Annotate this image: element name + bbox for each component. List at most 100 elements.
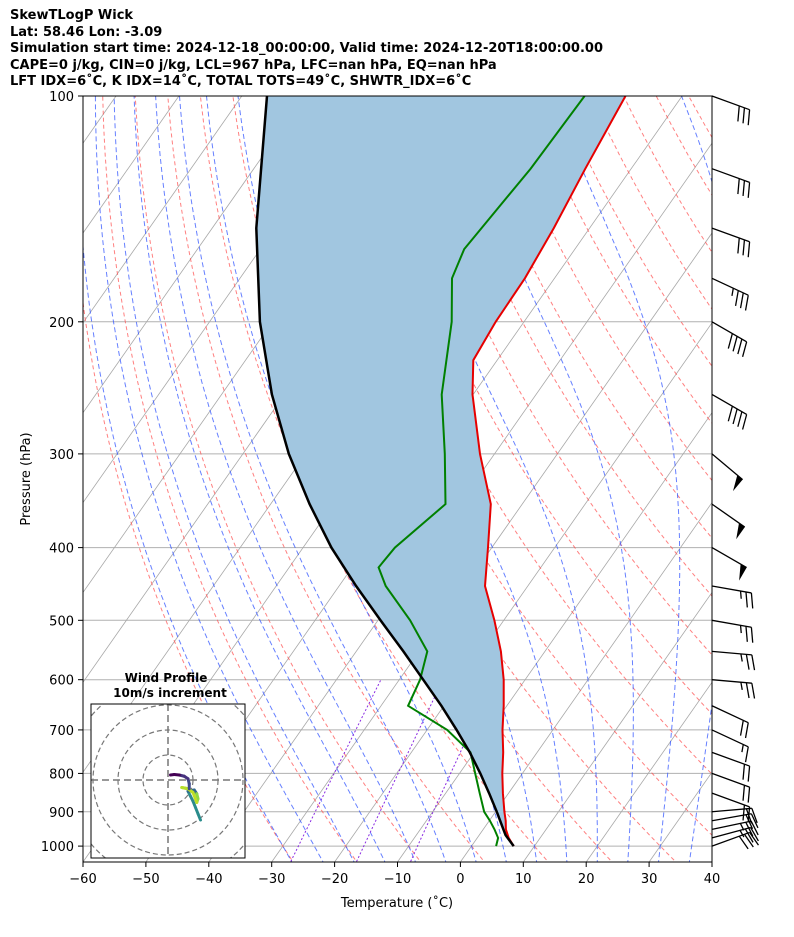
wind-barb: [711, 792, 751, 823]
mixing-ratio-line: [355, 679, 444, 862]
y-tick-label: 200: [49, 316, 74, 331]
barb-half-flag: [731, 288, 734, 296]
barb-staff: [711, 679, 752, 684]
hodograph-title: Wind Profile: [125, 671, 208, 685]
barb-flag: [750, 820, 759, 836]
barb-staff: [711, 619, 752, 628]
isotherm-line: [775, 96, 794, 862]
dry-adiabat-line: [492, 96, 712, 482]
wind-barb: [711, 831, 760, 850]
time-line: Simulation start time: 2024-12-18_00:00:…: [10, 41, 603, 56]
isotherm-line: [83, 96, 243, 324]
x-tick-label: 30: [641, 872, 658, 887]
barb-staff: [711, 826, 751, 839]
barb-staff: [711, 227, 750, 243]
y-tick-label: 100: [49, 90, 74, 105]
wind-barb: [711, 277, 749, 311]
barb-flag: [742, 107, 746, 124]
chart-header: SkewTLogP Wick Lat: 58.46 Lon: -3.09 Sim…: [10, 8, 603, 91]
y-tick-label: 600: [49, 674, 74, 689]
location-line: Lat: 58.46 Lon: -3.09: [10, 24, 163, 40]
barb-flag: [739, 292, 744, 309]
wind-barb: [711, 227, 751, 258]
moist-adiabat-line: [751, 96, 794, 865]
wind-barb: [711, 679, 756, 699]
barb-pennant: [736, 523, 745, 540]
moist-adiabat-line: [453, 96, 634, 862]
dry-adiabat-line: [754, 96, 794, 865]
moist-adiabat-line: [551, 96, 681, 862]
barb-flag: [742, 785, 746, 801]
parcel-line: [255, 96, 515, 847]
barb-flag: [750, 813, 759, 829]
wind-barb: [711, 168, 751, 198]
barb-staff: [711, 772, 750, 788]
x-tick-label: −50: [132, 872, 159, 887]
dry-adiabat-line: [786, 96, 794, 865]
barb-flag: [747, 241, 751, 258]
barb-half-flag: [739, 625, 742, 634]
wind-barb: [711, 503, 746, 540]
wind-barb: [711, 321, 748, 357]
barb-flag: [737, 178, 740, 195]
profiles: [255, 96, 627, 847]
barb-flag: [737, 411, 743, 427]
mixing-ratio-line: [290, 679, 382, 862]
barb-flag: [747, 109, 751, 126]
barb-flag: [742, 764, 746, 780]
cin-shade-area: [256, 96, 626, 847]
moist-adiabat-line: [94, 96, 324, 862]
barb-flag: [747, 182, 751, 198]
barb-flag: [742, 239, 746, 256]
barb-flag: [749, 832, 760, 846]
isotherm-line: [460, 501, 712, 862]
wind-barb: [711, 772, 751, 803]
barb-staff: [711, 729, 749, 748]
cape-area: [256, 96, 626, 847]
barb-half-flag: [739, 823, 745, 831]
wind-barb: [711, 547, 747, 581]
moist-adiabat-line: [155, 96, 417, 862]
y-tick-label: 300: [49, 448, 74, 463]
barb-flag: [734, 290, 739, 306]
barb-flag: [745, 821, 754, 837]
isotherm-line: [334, 322, 712, 862]
barb-staff: [711, 321, 747, 343]
dry-adiabat-line: [199, 96, 549, 862]
chart-title: SkewTLogP Wick: [10, 8, 134, 23]
barb-staff: [711, 751, 750, 767]
wind-barb: [711, 826, 759, 843]
moist-adiabat-line: [113, 96, 355, 862]
barb-flag: [745, 682, 750, 699]
barb-pennant: [739, 564, 747, 581]
barb-flag: [732, 336, 738, 352]
wind-barb: [711, 393, 748, 430]
wind-barb: [711, 650, 756, 671]
moist-adiabat-line: [83, 241, 293, 862]
barb-staff: [711, 393, 747, 416]
hodograph-subtitle: 10m/s increment: [113, 686, 227, 700]
dry-adiabat-line: [102, 96, 358, 862]
barb-staff: [711, 95, 750, 111]
barb-pennant: [733, 475, 743, 492]
hodograph-inset: Wind Profile 10m/s increment: [90, 671, 246, 859]
tick-labels: −60 −50 −40 −30 −20 −10 0 10 20 30 40 1000 900 800 700…: [41, 90, 720, 887]
wind-barb: [711, 95, 751, 126]
y-tick-label: 500: [49, 614, 74, 629]
barb-flag: [743, 833, 754, 848]
barb-half-flag: [739, 590, 742, 599]
barb-flag: [745, 814, 754, 830]
barb-flag: [737, 105, 740, 122]
barb-flag: [744, 746, 749, 763]
wind-barbs: [711, 95, 760, 850]
barb-flag: [745, 626, 748, 642]
barb-staff: [711, 705, 749, 724]
dry-adiabat-line: [362, 96, 712, 715]
isotherm-line: [271, 232, 712, 862]
x-axis-label: Temperature (˚C): [340, 895, 453, 911]
barb-staff: [711, 168, 750, 183]
barb-flag: [751, 654, 756, 671]
barb-flag: [751, 808, 758, 824]
isotherm-line: [522, 591, 712, 862]
